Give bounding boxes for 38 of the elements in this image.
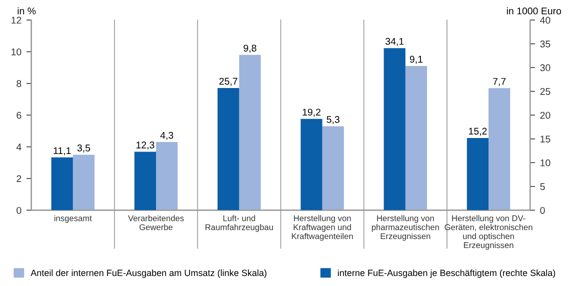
y2-tick-label: 25	[540, 88, 550, 95]
x-tick-label: Verarbeitendes Gewerbe	[128, 215, 184, 230]
y2-tick-label: 20	[540, 112, 550, 119]
y2-tick-label: 40	[540, 16, 550, 24]
data-label: 9,1	[410, 56, 423, 64]
legend-label: Anteil der internen FuE-Ausgaben am Umsatz (linke Skala)	[30, 269, 266, 278]
data-label: 7,7	[493, 78, 506, 86]
legend-label: interne FuE-Ausgaben je Beschäftigtem (rechte Skala)	[338, 269, 556, 278]
y-tick-label: 4	[16, 144, 22, 150]
x-tick-label: insgesamt	[54, 215, 92, 223]
x-tick-label: Herstellung von Kraftwagen und Kraftwagenteilen	[292, 215, 353, 241]
y2-tick-label: 0	[540, 206, 545, 214]
y2-tick-label: 35	[540, 40, 550, 48]
data-label: 11,1	[54, 147, 71, 156]
data-label: 12,3	[136, 142, 154, 150]
data-label: 34,1	[386, 38, 404, 46]
y2-tick-label: 30	[540, 64, 550, 72]
data-label: 5,3	[326, 116, 340, 124]
y-tick-label: 10	[12, 48, 22, 56]
data-label: 15,2	[469, 128, 487, 136]
x-tick-label: Herstellung von pharmazeutischen Erzeugnissen	[372, 215, 439, 241]
y2-tick-label: 10	[540, 159, 550, 166]
y-tick-label: 2	[16, 175, 22, 182]
y-tick-label: 0	[16, 206, 22, 214]
y-axis-title: in %	[18, 7, 36, 14]
x-tick-label: Luft- und Raumfahrzeugbau	[206, 215, 273, 232]
y-tick-label: 6	[16, 112, 22, 119]
y2-tick-label: 5	[540, 183, 545, 190]
y2-axis-title: in 1000 Euro	[506, 7, 562, 14]
y-tick-label: 8	[16, 80, 22, 88]
data-label: 9,8	[244, 44, 256, 53]
data-label: 3,5	[77, 144, 90, 153]
y-tick-label: 12	[12, 16, 22, 24]
x-tick-label: Herstellung von DV- Geräten, elektronischen und optischen Erzeugnissen	[444, 215, 532, 250]
data-label: 19,2	[302, 108, 320, 117]
data-label: 25,7	[219, 78, 238, 86]
y2-tick-label: 15	[540, 136, 550, 143]
data-label: 4,3	[160, 132, 174, 140]
